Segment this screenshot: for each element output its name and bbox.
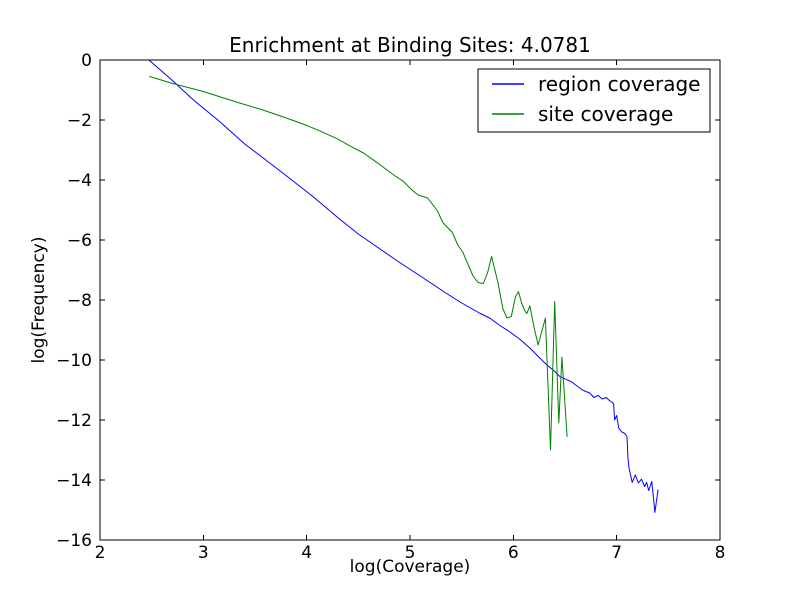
legend-label-region-coverage: region coverage <box>538 72 700 96</box>
y-tick-label: −2 <box>67 111 92 131</box>
x-tick-label: 4 <box>301 543 312 563</box>
chart-title: Enrichment at Binding Sites: 4.0781 <box>229 33 591 57</box>
x-axis-label: log(Coverage) <box>349 557 471 577</box>
y-tick-label: −8 <box>67 291 92 311</box>
y-tick-label: −10 <box>56 351 92 371</box>
legend-label-site-coverage: site coverage <box>538 102 673 126</box>
y-tick-label: 0 <box>81 51 92 71</box>
x-tick-label: 3 <box>198 543 209 563</box>
y-tick-label: −12 <box>56 411 92 431</box>
x-tick-label: 2 <box>95 543 106 563</box>
y-axis-label: log(Frequency) <box>29 236 49 364</box>
x-tick-label: 5 <box>405 543 416 563</box>
axes-frame <box>99 59 721 541</box>
series-line-site-coverage <box>149 76 568 451</box>
x-tick-label: 6 <box>508 543 519 563</box>
y-tick-label: −16 <box>56 531 92 551</box>
series-group <box>149 60 659 513</box>
y-tick-label: −4 <box>67 171 92 191</box>
y-tick-label: −14 <box>56 471 92 491</box>
x-tick-label: 8 <box>715 543 726 563</box>
series-line-region-coverage <box>149 60 659 513</box>
y-tick-label: −6 <box>67 231 92 251</box>
x-tick-label: 7 <box>611 543 622 563</box>
legend-box <box>477 68 711 133</box>
